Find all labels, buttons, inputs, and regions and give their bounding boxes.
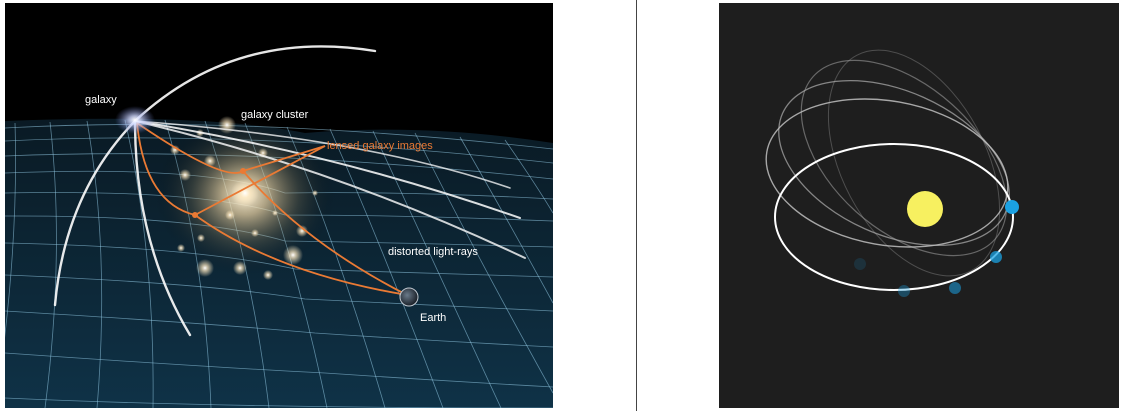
lensed-image-marker (240, 168, 246, 174)
planet-positions (854, 200, 1019, 297)
planet (1005, 200, 1019, 214)
label-galaxy: galaxy (85, 94, 117, 106)
precessing-orbit-illustration (719, 3, 1119, 408)
earth-globe (399, 287, 419, 307)
sun (907, 191, 943, 227)
label-earth: Earth (420, 312, 446, 324)
panel-divider (636, 0, 637, 411)
orbit-svg (765, 49, 1019, 297)
lensing-svg: galaxy galaxy cluster lensed galaxy imag… (5, 45, 553, 408)
source-galaxy (115, 106, 155, 134)
orbit-current (774, 143, 1014, 291)
light-rays (53, 45, 526, 337)
lensed-image-marker (192, 212, 198, 218)
orbit-trails (765, 49, 1014, 291)
label-galaxy-cluster: galaxy cluster (241, 109, 309, 121)
label-distorted-light-rays: distorted light-rays (388, 246, 478, 258)
label-lensed-galaxy-images: lensed galaxy images (327, 140, 433, 152)
lensed-light-paths (136, 122, 408, 296)
gravitational-lensing-illustration: galaxy galaxy cluster lensed galaxy imag… (5, 3, 553, 408)
